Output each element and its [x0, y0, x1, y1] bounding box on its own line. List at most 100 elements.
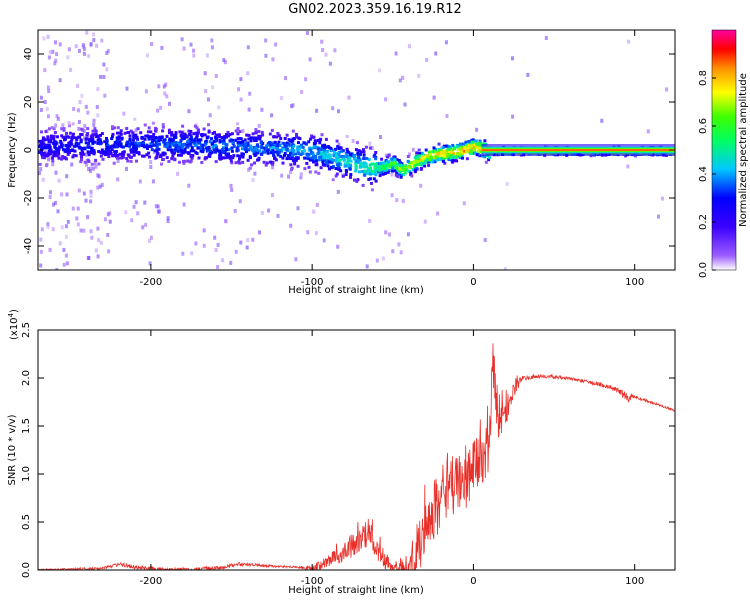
heat-cell — [85, 133, 89, 137]
heat-speckle — [96, 226, 100, 231]
heat-speckle — [384, 230, 388, 235]
heat-cell — [109, 145, 113, 149]
heat-cell — [218, 155, 222, 159]
heat-cell — [362, 164, 366, 168]
heat-cell — [155, 149, 159, 153]
heat-cell — [423, 164, 427, 168]
heat-speckle — [245, 245, 249, 250]
heat-cell — [161, 125, 165, 129]
heat-cell — [304, 142, 308, 146]
heat-cell — [451, 155, 455, 159]
heat-cell — [462, 142, 466, 146]
heat-cell — [312, 145, 316, 149]
heat-cell — [167, 160, 171, 163]
heat-speckle — [89, 189, 93, 194]
heat-speckle — [210, 38, 214, 43]
heat-cell — [398, 172, 402, 176]
heat-cell — [197, 128, 200, 132]
heat-cell — [176, 149, 180, 153]
heat-cell — [155, 155, 159, 159]
heat-cell — [265, 161, 269, 165]
heat-cell — [311, 158, 315, 162]
heat-cell — [474, 139, 477, 143]
heat-speckle — [314, 231, 318, 236]
heat-cell — [355, 179, 359, 183]
x-tick-label: -100 — [301, 277, 324, 288]
heat-speckle — [97, 174, 101, 179]
y-tick-label: 0 — [23, 147, 34, 153]
heat-cell — [132, 153, 136, 157]
y-tick-label: 2.5 — [21, 322, 32, 338]
heat-cell — [349, 175, 352, 179]
heat-speckle — [82, 46, 86, 51]
heat-cell — [77, 142, 81, 146]
heat-cell — [67, 135, 71, 139]
heat-cell — [292, 159, 296, 162]
heat-cell — [198, 141, 202, 145]
heat-speckle — [124, 210, 128, 215]
heat-cell — [129, 140, 133, 144]
heat-cell — [359, 165, 363, 169]
heat-cell — [162, 138, 166, 142]
heat-cell — [287, 156, 291, 160]
heat-cell — [451, 152, 455, 156]
heat-cell — [330, 160, 334, 164]
heat-cell — [117, 144, 121, 148]
heat-cell — [358, 158, 362, 162]
heat-speckle — [52, 202, 55, 207]
heat-cell — [97, 162, 101, 166]
heat-cell — [310, 146, 314, 150]
heat-speckle — [51, 227, 55, 232]
heat-speckle — [100, 38, 104, 43]
heat-cell — [450, 154, 454, 158]
heat-speckle — [55, 114, 59, 119]
heat-speckle — [251, 237, 255, 242]
x-tick-label: -200 — [140, 576, 163, 587]
heat-cell — [249, 156, 252, 160]
heat-cell — [223, 151, 227, 154]
heat-cell — [152, 143, 156, 147]
heat-cell — [173, 144, 177, 148]
heat-cell — [195, 126, 199, 130]
heat-cell — [400, 174, 403, 177]
heat-cell — [337, 167, 341, 171]
heat-cell — [79, 151, 83, 155]
heat-cell — [60, 127, 64, 131]
heat-cell — [345, 147, 349, 151]
heat-cell — [105, 145, 109, 149]
heat-cell — [38, 162, 42, 166]
heat-cell — [54, 140, 58, 144]
heat-cell — [126, 159, 130, 163]
heat-speckle — [375, 258, 379, 263]
heat-cell — [102, 150, 106, 154]
heat-cell — [190, 145, 194, 149]
heat-cell — [449, 150, 453, 154]
heat-speckle — [403, 102, 407, 107]
heat-cell — [167, 128, 171, 132]
heat-cell — [363, 169, 367, 173]
heat-speckle — [388, 232, 391, 237]
heat-cell — [479, 150, 483, 154]
heat-speckle — [125, 86, 129, 91]
heat-cell — [337, 150, 341, 154]
heat-speckle — [419, 183, 423, 188]
heat-cell — [321, 144, 324, 148]
heat-speckle — [74, 44, 78, 49]
heat-cell — [339, 154, 343, 158]
heat-cell — [278, 144, 282, 147]
heat-cell — [475, 153, 479, 157]
heat-cell — [478, 139, 482, 143]
heat-speckle — [91, 166, 95, 171]
heat-cell — [157, 139, 161, 143]
heat-speckle — [181, 251, 185, 256]
heat-cell — [214, 145, 218, 149]
heat-speckle — [368, 141, 372, 146]
heat-cell — [276, 153, 280, 157]
heat-cell — [357, 155, 361, 159]
heat-cell — [285, 144, 289, 148]
heat-cell — [356, 151, 360, 155]
heat-cell — [339, 169, 343, 173]
heat-cell — [349, 173, 353, 176]
heat-speckle — [70, 162, 74, 167]
heat-cell — [460, 145, 464, 149]
